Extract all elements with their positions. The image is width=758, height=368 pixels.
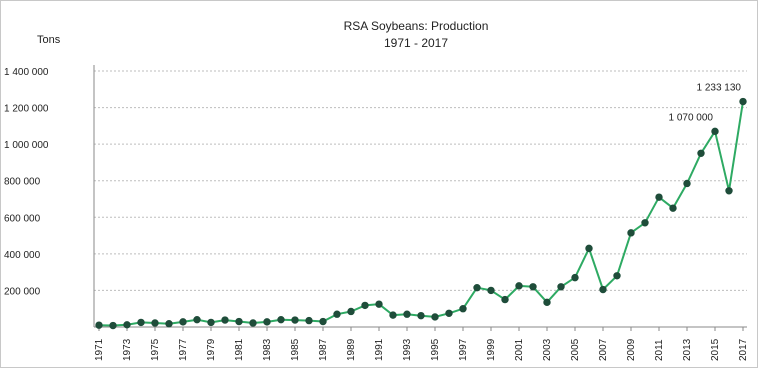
data-point	[179, 318, 187, 326]
x-tick-label: 2009	[626, 338, 637, 361]
x-tick-label: 1977	[178, 338, 189, 361]
data-point	[263, 318, 271, 326]
data-point	[557, 283, 565, 291]
x-tick-label: 1985	[290, 338, 301, 361]
x-tick-label: 2003	[542, 338, 553, 361]
data-point	[725, 187, 733, 195]
data-point	[711, 127, 719, 136]
x-tick-label: 1999	[486, 338, 497, 361]
data-point	[151, 319, 159, 327]
x-tick-label: 2013	[682, 338, 693, 361]
x-tick-label: 1979	[206, 338, 217, 361]
x-tick-label: 1981	[234, 338, 245, 361]
data-point	[585, 244, 593, 253]
data-point	[683, 179, 691, 188]
y-tick-label: 400 000	[4, 250, 41, 261]
y-tick-label: 1 400 000	[4, 67, 49, 78]
data-point	[627, 229, 635, 237]
data-point	[305, 316, 313, 325]
data-point	[697, 149, 705, 157]
data-label: 1 070 000	[669, 112, 714, 123]
x-tick-label: 2001	[514, 338, 525, 361]
data-point	[319, 317, 327, 326]
chart-subtitle: 1971 - 2017	[384, 36, 448, 50]
data-point	[375, 300, 383, 308]
data-point	[361, 301, 369, 310]
data-point	[95, 321, 103, 329]
data-point	[473, 283, 481, 292]
x-tick-label: 1995	[430, 338, 441, 361]
data-point	[487, 286, 495, 295]
x-tick-label: 1973	[122, 338, 133, 361]
x-tick-label: 2007	[598, 338, 609, 361]
data-point	[739, 97, 747, 106]
x-tick-label: 2017	[738, 338, 749, 361]
y-tick-label: 1 000 000	[4, 140, 49, 151]
y-tick-label: 1 200 000	[4, 104, 49, 115]
data-point	[529, 283, 537, 291]
data-point	[221, 316, 229, 324]
axes: 200 000 400 000 600 000 800 000 1 000 000 1 2…	[4, 65, 749, 361]
data-point	[235, 317, 243, 326]
data-point	[249, 319, 257, 327]
data-point	[347, 307, 355, 316]
x-tick-label: 1975	[150, 338, 161, 361]
data-point	[291, 316, 299, 324]
data-point	[669, 204, 677, 212]
data-point	[417, 311, 425, 320]
data-point	[123, 321, 131, 329]
data-label: 1 233 130	[697, 83, 742, 94]
data-point	[207, 318, 215, 327]
x-tick-label: 1987	[318, 338, 329, 361]
x-tick-label: 1989	[346, 338, 357, 361]
data-point	[641, 219, 649, 227]
x-tick-label: 1991	[374, 338, 385, 361]
gridlines	[94, 70, 747, 291]
x-tick-label: 1971	[94, 338, 105, 361]
x-tick-label: 2005	[570, 338, 581, 361]
data-point	[277, 315, 285, 324]
data-point	[459, 305, 467, 313]
data-point	[655, 193, 663, 201]
data-point	[165, 320, 173, 328]
data-point	[571, 273, 579, 282]
data-point	[431, 313, 439, 321]
data-point	[543, 298, 551, 307]
data-point	[613, 272, 621, 280]
y-tick-label: 600 000	[4, 213, 41, 224]
chart-title: RSA Soybeans: Production	[344, 19, 489, 33]
x-tick-label: 2011	[654, 339, 665, 361]
data-point	[515, 282, 523, 290]
y-tick-label: 200 000	[4, 286, 41, 297]
data-point	[333, 310, 341, 318]
x-tick-label: 1993	[402, 338, 413, 361]
x-tick-label: 2015	[710, 338, 721, 361]
data-point	[389, 311, 397, 319]
y-axis-unit-label: Tons	[37, 34, 61, 46]
y-tick-label: 800 000	[4, 177, 41, 188]
x-tick-label: 1983	[262, 338, 273, 361]
series-production	[95, 97, 747, 330]
data-point	[193, 315, 201, 324]
series-line	[98, 101, 744, 327]
data-labels: 1 070 000 1 233 130	[669, 83, 742, 124]
x-tick-label: 1997	[458, 338, 469, 361]
data-point	[445, 309, 453, 317]
data-point	[501, 295, 509, 304]
data-point	[109, 321, 117, 330]
data-point	[137, 318, 145, 327]
data-point	[403, 310, 411, 318]
data-point	[599, 285, 607, 294]
